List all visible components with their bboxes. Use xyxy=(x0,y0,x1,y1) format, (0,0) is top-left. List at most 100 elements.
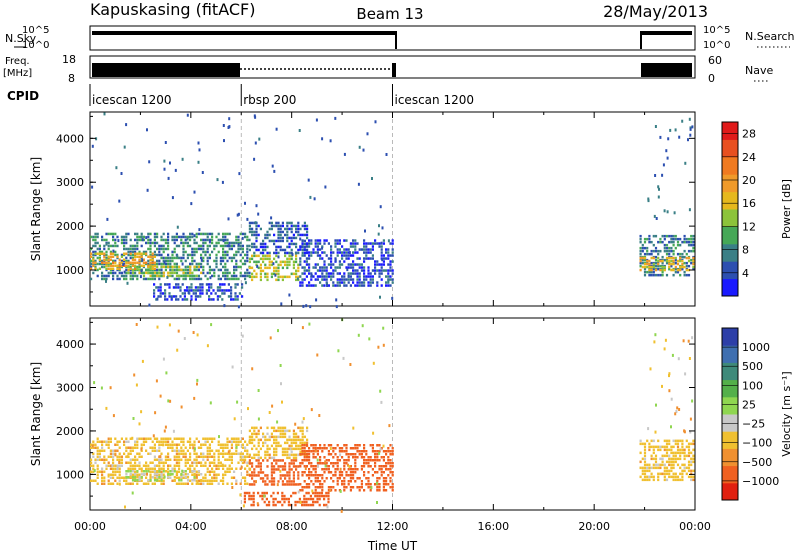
range-gate-cell xyxy=(180,458,183,461)
range-gate-cell xyxy=(248,260,251,264)
noise-cell xyxy=(311,489,314,493)
range-gate-cell xyxy=(352,447,355,450)
range-gate-cell xyxy=(193,277,196,281)
range-gate-cell xyxy=(131,256,134,260)
range-gate-cell xyxy=(273,224,276,228)
range-gate-cell xyxy=(639,439,642,443)
range-gate-cell xyxy=(186,265,190,269)
range-gate-cell xyxy=(365,453,368,456)
range-gate-cell xyxy=(321,278,324,281)
range-gate-cell xyxy=(378,450,381,453)
range-gate-cell xyxy=(356,486,359,489)
range-gate-cell xyxy=(306,441,309,445)
range-gate-cell xyxy=(659,264,662,268)
range-gate-cell xyxy=(202,476,205,479)
range-gate-cell xyxy=(129,271,132,275)
range-gate-cell xyxy=(222,443,225,446)
range-gate-cell xyxy=(107,440,110,443)
range-gate-cell xyxy=(288,260,291,264)
range-gate-cell xyxy=(151,255,154,258)
range-gate-cell xyxy=(107,455,110,458)
range-gate-cell xyxy=(277,444,280,448)
range-gate-cell xyxy=(151,265,154,269)
range-gate-cell xyxy=(352,245,355,248)
range-gate-cell xyxy=(654,261,658,265)
range-gate-cell xyxy=(641,457,644,461)
noise-cell xyxy=(169,399,172,403)
range-gate-cell xyxy=(277,221,280,225)
range-gate-cell xyxy=(173,476,176,479)
range-gate-cell xyxy=(206,238,209,242)
range-gate-cell xyxy=(134,473,137,476)
range-gate-cell xyxy=(292,483,295,486)
colorbar-swatch xyxy=(722,191,738,210)
range-gate-cell xyxy=(96,256,99,260)
range-gate-cell xyxy=(330,266,333,269)
range-gate-cell xyxy=(208,244,211,248)
range-gate-cell xyxy=(259,275,262,279)
range-gate-cell xyxy=(164,440,167,443)
range-gate-cell xyxy=(228,232,231,236)
range-gate-cell xyxy=(112,255,115,258)
range-gate-cell xyxy=(639,264,642,268)
range-gate-cell xyxy=(374,456,377,459)
range-gate-cell xyxy=(308,459,311,462)
range-gate-cell xyxy=(224,271,227,275)
range-gate-cell xyxy=(288,221,291,225)
range-gate-cell xyxy=(672,451,675,455)
range-gate-cell xyxy=(310,284,313,287)
nsky-trace-night xyxy=(640,31,692,35)
range-gate-cell xyxy=(672,256,675,260)
range-gate-cell xyxy=(118,467,121,470)
range-gate-cell xyxy=(134,255,137,258)
range-gate-cell xyxy=(663,258,666,262)
range-gate-cell xyxy=(352,260,355,263)
range-gate-cell xyxy=(246,271,249,275)
range-gate-cell xyxy=(138,250,141,254)
range-gate-cell xyxy=(670,264,673,268)
range-gate-cell xyxy=(297,465,300,468)
range-gate-cell xyxy=(338,242,341,245)
range-gate-cell xyxy=(266,459,269,462)
range-gate-cell xyxy=(153,482,156,485)
range-gate-cell xyxy=(96,252,99,255)
range-gate-cell xyxy=(210,298,213,301)
range-gate-cell xyxy=(670,249,673,253)
range-gate-cell xyxy=(182,250,185,254)
range-gate-cell xyxy=(136,252,139,255)
range-gate-cell xyxy=(679,265,682,269)
range-gate-cell xyxy=(138,455,141,458)
range-gate-cell xyxy=(127,253,130,257)
range-gate-cell xyxy=(292,465,295,468)
range-gate-cell xyxy=(369,459,372,462)
colorbar-swatch xyxy=(722,414,738,432)
range-gate-cell xyxy=(286,441,289,445)
range-gate-cell xyxy=(215,244,218,248)
range-gate-cell xyxy=(219,283,222,286)
range-gate-cell xyxy=(281,474,284,477)
range-gate-cell xyxy=(321,468,324,471)
range-gate-cell xyxy=(101,449,104,452)
range-gate-cell xyxy=(367,251,370,254)
range-gate-cell xyxy=(138,461,141,464)
range-gate-cell xyxy=(186,467,189,470)
range-gate-cell xyxy=(173,250,176,254)
range-gate-cell xyxy=(681,463,684,467)
range-gate-cell xyxy=(264,254,267,258)
range-gate-cell xyxy=(641,243,644,247)
range-gate-cell xyxy=(349,453,352,456)
range-gate-cell xyxy=(648,273,651,277)
range-gate-cell xyxy=(663,265,666,269)
range-gate-cell xyxy=(241,232,244,236)
range-gate-cell xyxy=(158,262,161,266)
range-gate-cell xyxy=(294,500,297,504)
y-tick-label: 3000 xyxy=(56,176,84,189)
range-gate-cell xyxy=(90,259,93,263)
range-gate-cell xyxy=(286,233,289,237)
range-gate-cell xyxy=(237,440,240,443)
range-gate-cell xyxy=(145,476,148,479)
range-gate-cell xyxy=(685,439,688,443)
range-gate-cell xyxy=(257,444,260,448)
noise-cell xyxy=(105,406,108,410)
range-gate-cell xyxy=(305,483,308,486)
